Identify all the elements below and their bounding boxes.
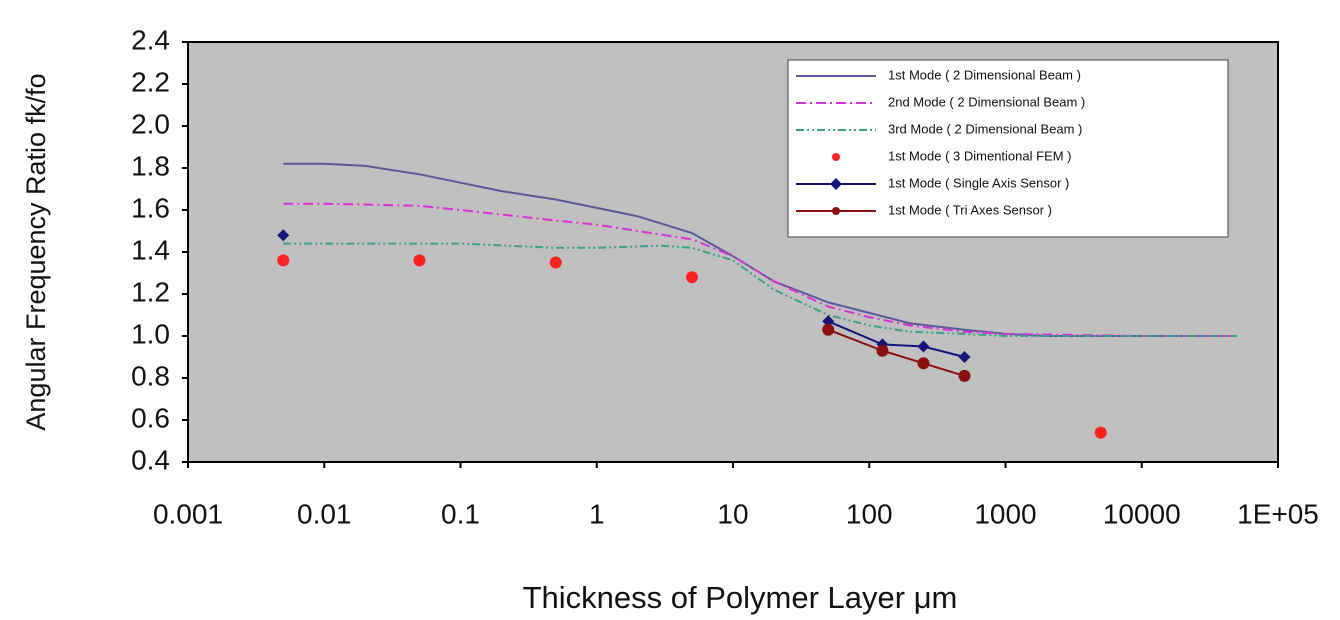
legend-box (787, 59, 1229, 238)
series-line (283, 202, 1237, 337)
data-point (277, 229, 290, 242)
y-tick-label: 1.6 (131, 192, 170, 223)
y-tick-label: 1.4 (131, 234, 170, 265)
series-line (827, 320, 965, 358)
y-tick-label: 1.8 (131, 150, 170, 181)
data-point (277, 254, 290, 267)
data-point (822, 315, 835, 328)
x-tick-label: 1E+05 (1237, 498, 1319, 529)
y-axis-title: Angular Frequency Ratio fk/fo (21, 73, 51, 430)
legend-label: 1st Mode ( 2 Dimensional Beam ) (888, 67, 1081, 82)
x-tick-label: 0.01 (297, 498, 352, 529)
x-tick-label: 1000 (974, 498, 1036, 529)
x-tick-label: 0.001 (153, 498, 223, 529)
data-point (958, 351, 971, 363)
y-tick-label: 0.8 (131, 360, 170, 391)
legend-label: 1st Mode ( Single Axis Sensor ) (888, 175, 1069, 190)
series-line (827, 328, 965, 377)
x-tick-label: 10 (717, 498, 748, 529)
legend-label: 2nd Mode ( 2 Dimensional Beam ) (888, 94, 1085, 109)
legend-marker (830, 178, 842, 190)
data-point (549, 256, 562, 269)
data-point (917, 340, 930, 353)
x-tick-label: 0.1 (441, 498, 480, 529)
data-point (413, 254, 426, 267)
data-point (917, 357, 930, 370)
x-axis-title: Thickness of Polymer Layer μm (523, 580, 958, 615)
data-point (1094, 426, 1107, 439)
legend-marker (832, 153, 840, 161)
x-tick-label: 100 (846, 498, 893, 529)
y-tick-label: 1.0 (131, 318, 170, 349)
y-tick-label: 2.4 (131, 24, 170, 55)
x-tick-label: 1 (589, 498, 605, 529)
y-tick-label: 1.2 (131, 276, 170, 307)
series-line (283, 242, 1237, 337)
y-tick-label: 0.6 (131, 402, 170, 433)
legend-label: 1st Mode ( Tri Axes Sensor ) (888, 202, 1052, 217)
legend-label: 1st Mode ( 3 Dimentional FEM ) (888, 148, 1072, 163)
data-point (822, 323, 835, 336)
data-point (876, 344, 889, 357)
legend-label: 3rd Mode ( 2 Dimensional Beam ) (888, 121, 1082, 136)
data-point (685, 271, 698, 284)
legend-marker (832, 207, 840, 215)
y-tick-label: 0.4 (131, 444, 170, 475)
x-tick-label: 10000 (1103, 498, 1181, 529)
data-point (958, 369, 971, 382)
y-tick-label: 2.0 (131, 108, 170, 139)
y-tick-label: 2.2 (131, 66, 170, 97)
